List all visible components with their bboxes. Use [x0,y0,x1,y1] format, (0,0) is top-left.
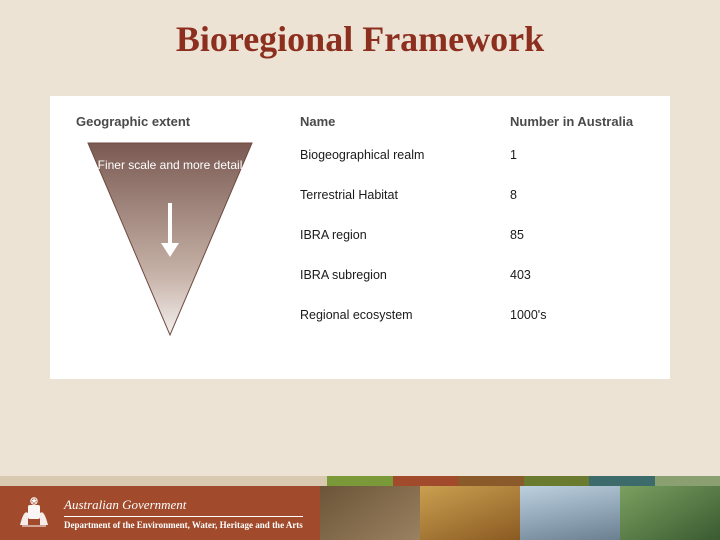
footer-thumb [520,486,620,540]
col-header-name: Name [290,108,500,139]
row-name: IBRA subregion [290,259,500,299]
hierarchy-table: Geographic extent Name Number in Austral… [50,108,670,339]
stripe-seg [0,476,327,486]
gov-branding: Australian Government Department of the … [0,486,320,540]
stripe-seg [393,476,458,486]
row-number: 1 [500,139,670,179]
row-number: 403 [500,259,670,299]
row-name: Terrestrial Habitat [290,179,500,219]
slide-footer: Australian Government Department of the … [0,476,720,540]
stripe-seg [327,476,392,486]
arrow-down-icon [156,199,184,259]
title-bar: Bioregional Framework [0,0,720,74]
footer-image-strip [320,486,720,540]
row-name: IBRA region [290,219,500,259]
coat-of-arms-icon [14,495,54,531]
stripe-seg [655,476,720,486]
col-header-number: Number in Australia [500,108,670,139]
content-panel: Geographic extent Name Number in Austral… [50,96,670,379]
slide-title: Bioregional Framework [0,18,720,60]
col-header-geo: Geographic extent [50,108,290,139]
footer-thumb [320,486,420,540]
row-number: 1000's [500,299,670,339]
scale-triangle: Finer scale and more detail [50,139,290,339]
stripe-seg [458,476,523,486]
stripe-seg [524,476,589,486]
gov-text: Australian Government Department of the … [64,497,303,530]
row-name: Regional ecosystem [290,299,500,339]
footer-thumb [620,486,720,540]
footer-bar: Australian Government Department of the … [0,486,720,540]
triangle-label: Finer scale and more detail [95,157,245,173]
row-number: 8 [500,179,670,219]
slide: Bioregional Framework Geographic extent … [0,0,720,540]
footer-accent-stripe [0,476,720,486]
stripe-seg [589,476,654,486]
row-name: Biogeographical realm [290,139,500,179]
footer-thumb [420,486,520,540]
gov-name: Australian Government [64,497,303,517]
row-number: 85 [500,219,670,259]
dept-name: Department of the Environment, Water, He… [64,520,303,530]
